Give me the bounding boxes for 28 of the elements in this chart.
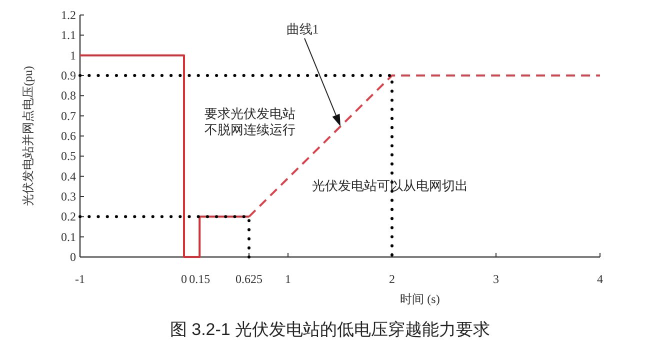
y-tick: 1.2: [61, 8, 76, 22]
x-tick: 4: [597, 272, 603, 286]
x-tick: 2: [389, 272, 395, 286]
x-tick: -1: [75, 272, 85, 286]
y-tick: 0.9: [61, 68, 76, 82]
annotation: 不脱网连续运行: [204, 122, 296, 137]
y-tick: 1.1: [61, 28, 76, 42]
annotation: 光伏发电站可以从电网切出: [312, 178, 468, 193]
y-tick: 0: [70, 250, 76, 264]
y-tick: 0.5: [61, 149, 76, 164]
y-tick: 0.2: [61, 210, 76, 224]
annotation: 要求光伏发电站: [204, 106, 296, 121]
ylabel: 光伏发电站并网点电压(pu): [21, 66, 35, 206]
xlabel: 时间 (s): [400, 292, 440, 306]
y-tick: 0.1: [61, 230, 76, 244]
x-tick: 0.15: [189, 272, 210, 286]
y-tick: 0.4: [61, 169, 76, 184]
y-tick: 1: [70, 48, 76, 62]
y-tick: 0.6: [61, 129, 76, 143]
y-tick: 0.8: [61, 88, 76, 103]
y-tick: 0.3: [61, 190, 76, 204]
annotation: 图 3.2-1 光伏发电站的低电压穿越能力要求: [170, 320, 490, 339]
x-tick: 1: [285, 272, 291, 286]
y-tick: 0.7: [61, 108, 76, 123]
x-tick: 0: [181, 272, 187, 286]
x-tick: 3: [493, 272, 499, 286]
x-tick: 0.625: [236, 272, 262, 286]
annotation: 曲线1: [286, 21, 319, 36]
